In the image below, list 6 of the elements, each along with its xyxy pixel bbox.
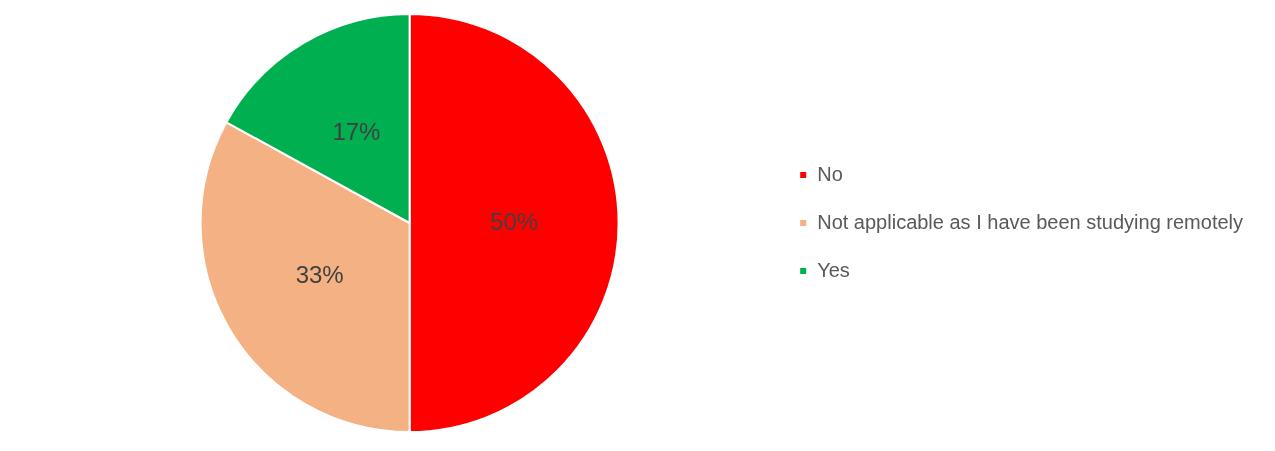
data-label: 50%: [490, 207, 539, 235]
legend-label: No: [817, 162, 843, 185]
legend-label: Yes: [817, 258, 850, 281]
data-label: 33%: [295, 260, 344, 288]
legend-label: Not applicable as I have been studying remotely: [817, 210, 1243, 233]
data-label: 17%: [332, 117, 381, 145]
